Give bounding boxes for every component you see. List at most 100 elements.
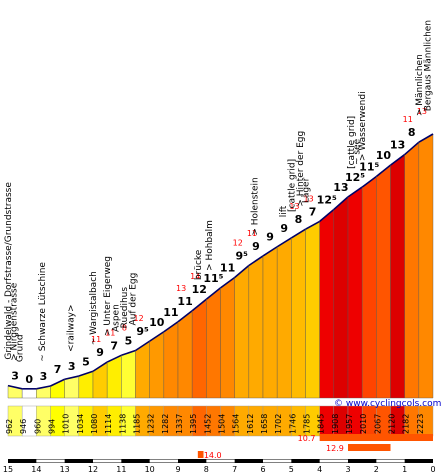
- place-label: > Hinter der Egg: [296, 131, 306, 207]
- gradient-label: 5: [125, 335, 133, 348]
- max-gradient-label: 8: [122, 324, 127, 333]
- gradient-label: 13: [390, 139, 405, 152]
- x-tick-label: 13: [60, 465, 70, 474]
- profile-segment: [206, 287, 221, 399]
- gradient-label: 7: [309, 205, 317, 218]
- profile-segment: [333, 196, 349, 399]
- max-gradient-label: 14: [190, 272, 200, 281]
- profile-outline: [248, 255, 264, 267]
- profile-outline: [106, 354, 122, 363]
- altitude-label: 2182: [402, 414, 411, 434]
- place-label: > Holenstein: [251, 177, 261, 235]
- altitude-label: 1034: [76, 414, 85, 434]
- gradient-label: 11⁵: [359, 161, 379, 174]
- distance-axis: 15 14 13 12 11 10 9 8 7 6 5 4 3 2 1 0: [3, 459, 436, 474]
- altitude-label: 1138: [118, 414, 127, 434]
- place-label: Grund: [15, 334, 25, 362]
- profile-outline: [276, 237, 292, 248]
- altitude-label: 2223: [416, 414, 425, 434]
- profile-outline: [149, 331, 165, 342]
- altitude-label: 1395: [189, 414, 198, 434]
- place-label: Auf der Egg: [129, 273, 139, 326]
- profile-outline: [7, 384, 23, 390]
- profile-outline: [262, 246, 278, 257]
- x-tick-label: 3: [345, 465, 350, 474]
- profile-outline: [319, 208, 335, 223]
- gradient-label: 8: [408, 126, 416, 139]
- altitude-label: 1080: [90, 414, 99, 434]
- altitude-label: 1010: [62, 414, 71, 434]
- profile-outline: [361, 175, 377, 188]
- place-label: > Wasserwendi: [358, 91, 368, 161]
- gradient-label: 0: [25, 373, 33, 386]
- altitude-label: 1702: [274, 414, 283, 434]
- x-tick-label: 14: [31, 465, 41, 474]
- max-gradient-label: 13: [303, 194, 313, 203]
- profile-outline: [390, 153, 406, 166]
- gradient-label: 12: [192, 283, 207, 296]
- profile-segment: [234, 265, 250, 399]
- profile-outline: [163, 321, 179, 333]
- max-gradient-value: 12.9: [326, 444, 344, 453]
- place-label: Grindelwald - Dorfstrasse/Grundstrasse: [4, 182, 14, 360]
- max-gradient-bar: [319, 434, 433, 441]
- profile-outline: [418, 133, 434, 143]
- place-label: > Männlichen: [415, 54, 425, 116]
- max-gradient-label: 11: [105, 328, 115, 337]
- altitude-label: 1845: [317, 414, 326, 434]
- gradient-label: 5: [82, 355, 90, 368]
- max-gradient-label: 11: [403, 115, 413, 124]
- max-gradient-value: 10.7: [298, 434, 316, 443]
- gradient-label: 3: [68, 360, 76, 373]
- profile-segment: [163, 321, 179, 399]
- x-tick-label: 10: [145, 465, 155, 474]
- altitude-label: 1612: [246, 414, 255, 434]
- altitude-label: 1185: [133, 414, 142, 434]
- place-label: Bergaus Männlichen: [423, 20, 433, 111]
- gradient-label: 11: [220, 261, 235, 274]
- altitude-label: 1908: [331, 414, 340, 434]
- axis-band: [93, 459, 122, 463]
- profile-segment: [418, 133, 434, 399]
- x-tick-label: 9: [175, 465, 180, 474]
- profile-segments: [7, 133, 434, 437]
- profile-segment: [276, 237, 292, 399]
- x-tick-label: 12: [88, 465, 98, 474]
- gradient-label: 9⁵: [236, 250, 249, 263]
- axis-band: [319, 459, 348, 463]
- credit-text: © www.cyclingcols.com: [334, 399, 441, 409]
- place-label: [cattle grid]: [287, 159, 297, 212]
- profile-segment: [262, 246, 278, 399]
- gradient-label: 9: [252, 240, 260, 253]
- profile-outline: [36, 385, 51, 390]
- profile-segment: [177, 310, 193, 399]
- profile-outline: [347, 186, 363, 198]
- profile-segment: [121, 350, 136, 399]
- profile-outline: [64, 375, 80, 381]
- profile-segment: [248, 255, 264, 399]
- gradient-label: 12⁵: [317, 193, 337, 206]
- profile-segment: [191, 298, 207, 399]
- max-gradient-label: 13: [417, 107, 427, 116]
- gradient-label: 8: [295, 213, 303, 226]
- profile-segment: [319, 208, 335, 399]
- profile-segment: [361, 176, 377, 399]
- profile-segment: [291, 228, 306, 399]
- gradient-label: 3: [11, 370, 19, 383]
- gradient-label: 9: [280, 222, 288, 235]
- axis-band: [36, 459, 65, 463]
- gradient-label: 11⁵: [203, 272, 223, 285]
- profile-outline: [305, 220, 321, 230]
- max-gradient-bar: [197, 451, 204, 458]
- profile-segment: [21, 388, 37, 399]
- x-tick-label: 6: [260, 465, 265, 474]
- place-label: Aspen: [112, 304, 122, 332]
- max-gradient-value: 14.0: [204, 451, 222, 460]
- place-label: [cattle grid]: [347, 116, 357, 169]
- x-tick-label: 11: [116, 465, 126, 474]
- x-tick-label: 2: [374, 465, 379, 474]
- altitude-label: 1452: [203, 414, 212, 434]
- profile-outline: [205, 287, 222, 300]
